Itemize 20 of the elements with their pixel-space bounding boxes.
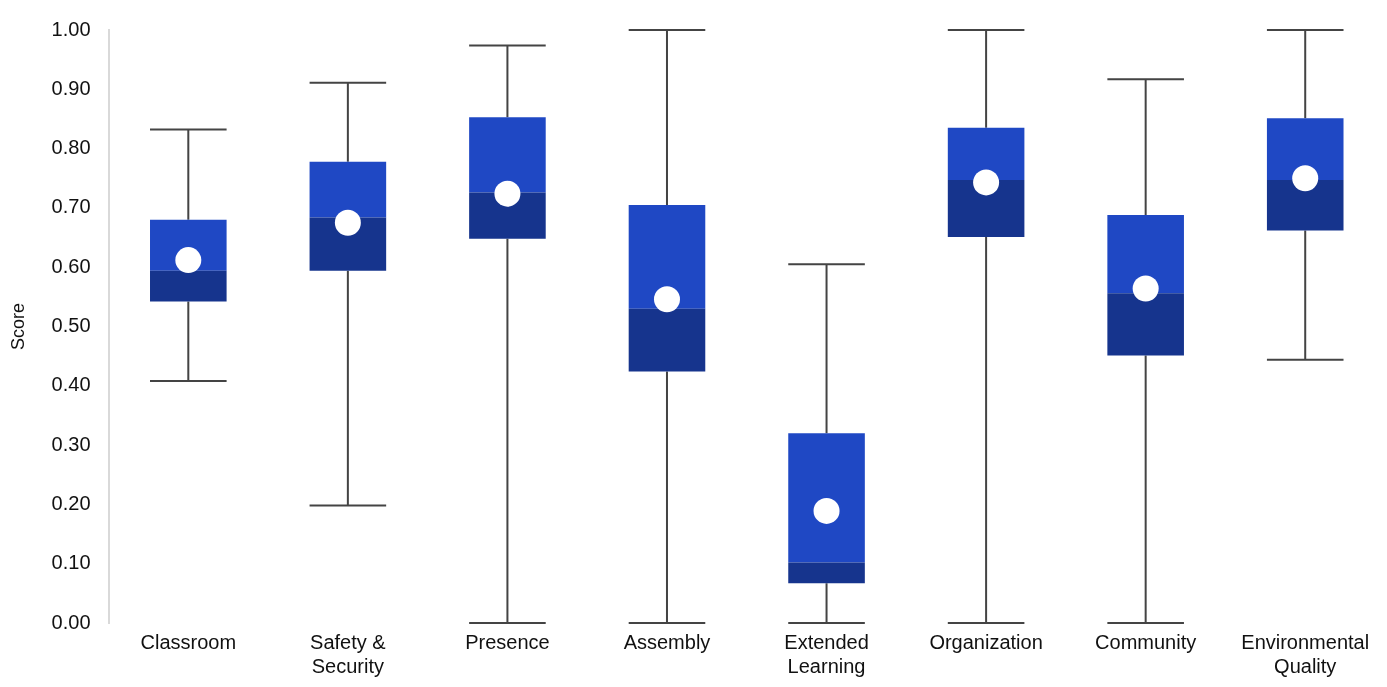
- y-tick-label: 0.60: [51, 254, 91, 277]
- y-tick-label: 0.10: [51, 551, 91, 574]
- y-axis-title: Score: [7, 302, 28, 351]
- x-tick-label: Presence: [465, 630, 550, 653]
- x-tick-label: Extended Learning: [784, 630, 869, 677]
- y-tick-label: 0.00: [51, 610, 91, 633]
- y-tick-label: 0.70: [51, 195, 91, 218]
- y-tick-label: 0.40: [51, 373, 91, 396]
- x-tick-label: Environmental Quality: [1241, 630, 1370, 677]
- x-tick-label: Assembly: [623, 630, 711, 653]
- x-tick-label: Safety & Security: [310, 630, 387, 677]
- x-tick-label: Organization: [929, 630, 1043, 653]
- x-tick-label: Classroom: [140, 630, 237, 653]
- x-tick-label: Community: [1095, 630, 1197, 653]
- y-tick-label: 1.00: [51, 17, 91, 40]
- y-tick-label: 0.30: [51, 432, 91, 455]
- y-tick-label: 0.50: [51, 314, 91, 337]
- y-tick-label: 0.20: [51, 491, 91, 514]
- y-tick-label: 0.90: [51, 76, 91, 99]
- y-tick-label: 0.80: [51, 136, 91, 159]
